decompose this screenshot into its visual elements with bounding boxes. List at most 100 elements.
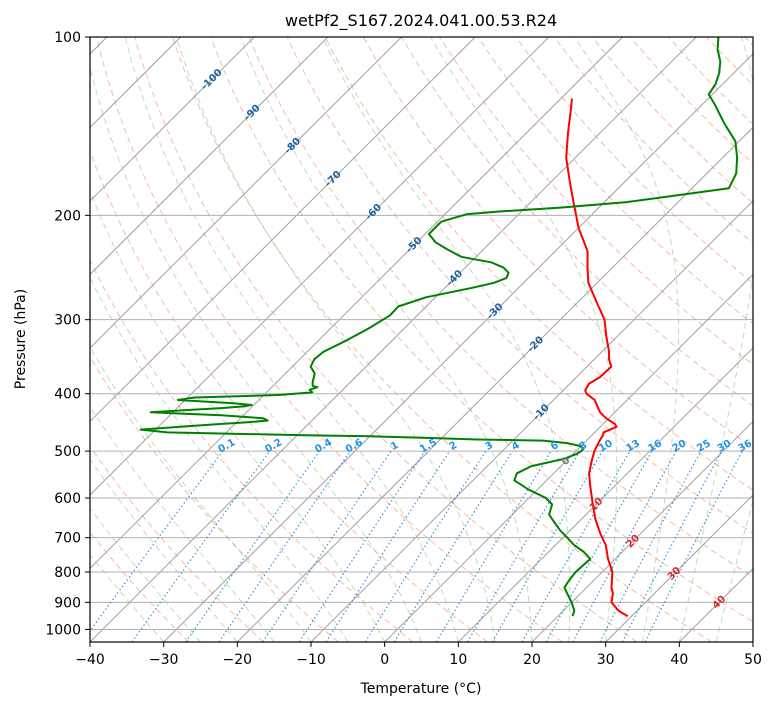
- mixing-ratio-label: 25: [695, 438, 713, 455]
- dry-adiabat: [90, 355, 339, 642]
- moist-adiabat: [90, 346, 312, 642]
- dry-adiabat: [668, 37, 753, 125]
- isotherm: [163, 53, 753, 642]
- dry-adiabat: [401, 37, 753, 407]
- mixing-ratio-line: [325, 450, 451, 642]
- moist-adiabat: [715, 499, 753, 642]
- background-lines: [90, 37, 753, 642]
- isotherm: [605, 494, 753, 642]
- x-tick-label: 40: [670, 652, 688, 668]
- isotherm-label: -90: [242, 103, 263, 124]
- dry-adiabat: [591, 37, 753, 204]
- mixing-ratio-line: [393, 450, 513, 642]
- mixing-ratio-label: 13: [624, 438, 642, 455]
- isotherm: [531, 420, 753, 642]
- isotherm: [90, 37, 402, 349]
- x-tick-label: −30: [149, 652, 179, 668]
- y-tick-label: 500: [54, 444, 81, 460]
- dry-adiabat: [515, 37, 753, 284]
- y-tick-label: 600: [54, 491, 81, 507]
- sounding: [139, 37, 739, 618]
- y-axis-label: Pressure (hPa): [13, 289, 29, 389]
- x-tick-label: 10: [449, 652, 467, 668]
- y-tick-label: 100: [54, 30, 81, 46]
- moist-adiabat: [574, 37, 680, 642]
- moist-adiabat: [90, 553, 165, 642]
- dry-adiabat: [90, 259, 414, 642]
- mixing-ratio-label: 36: [736, 438, 754, 455]
- isotherm-label: -60: [364, 202, 385, 223]
- chart-title: wetPf2_S167.2024.041.00.53.R24: [285, 11, 557, 31]
- y-tick-label: 200: [54, 208, 81, 224]
- moist-adiabat: [90, 405, 275, 642]
- isotherm-label: -80: [283, 136, 304, 157]
- dry-adiabat: [90, 149, 488, 642]
- dry-adiabat: [553, 37, 753, 244]
- x-tick-label: −20: [223, 652, 253, 668]
- dry-adiabat: [248, 37, 753, 578]
- mixing-ratio-line: [218, 450, 351, 642]
- moist-adiabat: [90, 276, 349, 642]
- y-tick-label: 800: [54, 565, 81, 581]
- mixing-ratio-label: 0.2: [263, 437, 284, 455]
- mixing-ratio-lines: [90, 450, 743, 642]
- x-tick-label: −10: [296, 652, 326, 668]
- mixing-ratio-label: 6: [549, 440, 561, 453]
- mixing-ratio-line: [545, 450, 653, 642]
- mixing-ratio-label: 1.5: [418, 437, 439, 455]
- mixing-ratio-label: 1: [389, 440, 401, 453]
- mixing-ratio-label: 0.1: [217, 437, 238, 455]
- isotherm: [236, 126, 753, 642]
- dry-adiabat: [210, 37, 753, 623]
- mixing-ratio-line: [364, 450, 487, 642]
- dry-adiabat: [90, 445, 264, 642]
- y-tick-label: 900: [54, 595, 81, 611]
- x-tick-label: −40: [75, 652, 105, 668]
- x-tick-label: 20: [523, 652, 541, 668]
- temperature-line: [565, 98, 629, 618]
- mixing-ratio-label: 8: [577, 440, 589, 453]
- moist-adiabat: [678, 37, 753, 642]
- mixing-ratio-label: 30: [716, 438, 734, 455]
- mixing-ratio-line: [599, 450, 702, 642]
- moist-adiabat: [90, 65, 422, 642]
- y-tick-label: 300: [54, 313, 81, 329]
- plot-frame: [89, 36, 754, 643]
- dry-adiabat: [477, 37, 753, 325]
- isotherm: [457, 347, 753, 642]
- mixing-ratio-label: 2: [448, 440, 460, 453]
- isotherm: [384, 273, 753, 642]
- isotherm: [90, 37, 623, 570]
- moist-adiabat: [90, 507, 201, 642]
- isotherm: [90, 37, 550, 496]
- dry-adiabat: [629, 37, 753, 165]
- x-tick-label: 50: [744, 652, 762, 668]
- dry-adiabat: [134, 37, 638, 642]
- mixing-ratio-line: [644, 450, 743, 642]
- dry-adiabat: [324, 37, 753, 491]
- moist-adiabat: [240, 37, 533, 642]
- moist-adiabat: [175, 37, 496, 642]
- mixing-ratio-line: [262, 450, 392, 642]
- isotherm: [310, 200, 753, 642]
- mixing-ratio-line: [185, 450, 321, 642]
- x-tick-label: 0: [380, 652, 389, 668]
- dry-adiabat: [706, 37, 753, 86]
- moist-adiabat: [124, 37, 459, 642]
- isotherm: [90, 37, 697, 642]
- moist-adiabat: [430, 37, 618, 642]
- moist-adiabat: [90, 189, 386, 642]
- dry-adiabat: [96, 37, 563, 642]
- y-tick-label: 400: [54, 387, 81, 403]
- isotherm-label: 40: [711, 594, 729, 612]
- dewpoint-line: [139, 37, 739, 617]
- mixing-ratio-line: [572, 450, 677, 642]
- isotherm: [90, 37, 329, 276]
- isotherm: [90, 37, 476, 423]
- dry-adiabat: [744, 37, 753, 47]
- mixing-ratio-label: 20: [671, 438, 689, 455]
- mixing-ratio-line: [298, 450, 426, 642]
